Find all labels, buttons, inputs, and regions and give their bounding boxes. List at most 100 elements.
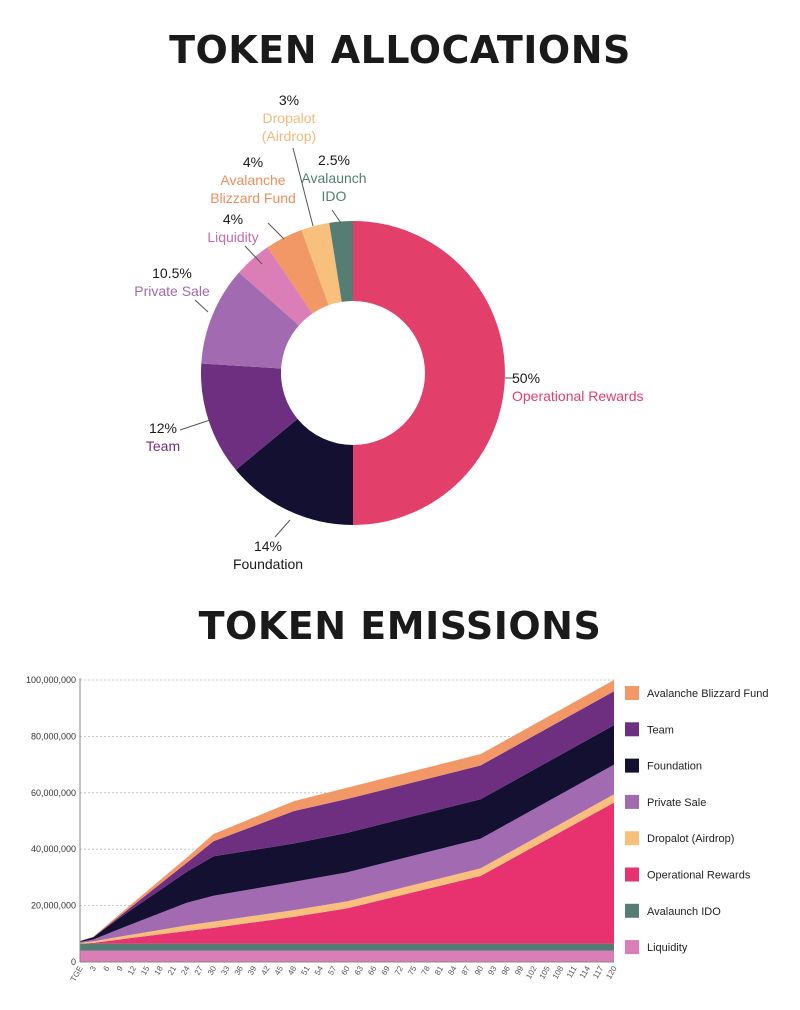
leader-line-liquidity <box>244 245 263 265</box>
x-tick-label: 69 <box>380 964 393 977</box>
slice-label-operational-rewards: Operational Rewards <box>512 388 644 404</box>
slice-pct-avalanche-blizzard-fund: 4% <box>243 154 263 170</box>
x-tick-label: 75 <box>406 964 419 977</box>
slice-label-private-sale: Private Sale <box>134 283 210 299</box>
y-tick-label: 40,000,000 <box>31 844 76 854</box>
slice-label-foundation: Foundation <box>233 556 303 572</box>
slice-pct-avalaunch-ido: 2.5% <box>318 152 350 168</box>
x-tick-label: 81 <box>433 964 446 977</box>
slice-pct-team: 12% <box>149 420 177 436</box>
x-tick-label: 36 <box>233 964 246 977</box>
slice-liquidity <box>238 247 313 326</box>
x-tick-label: 21 <box>166 964 179 977</box>
legend-label-dropalot-airdrop: Dropalot (Airdrop) <box>647 833 734 845</box>
slice-label-dropalot-airdrop: (Airdrop) <box>262 128 316 144</box>
x-tick-label: 24 <box>179 964 192 977</box>
x-tick-label: 12 <box>126 964 139 977</box>
x-tick-label: 30 <box>206 964 219 977</box>
x-tick-label: 51 <box>299 964 312 977</box>
slice-label-liquidity: Liquidity <box>207 229 258 245</box>
x-tick-label: 27 <box>193 964 206 977</box>
slice-pct-liquidity: 4% <box>223 211 243 227</box>
slice-pct-foundation: 14% <box>254 538 282 554</box>
slice-avalaunch-ido <box>329 221 353 302</box>
slice-pct-operational-rewards: 50% <box>512 370 540 386</box>
leader-line-foundation <box>274 519 291 538</box>
y-tick-label: 100,000,000 <box>26 675 76 685</box>
x-tick-label: 60 <box>339 964 352 977</box>
slice-label-avalanche-blizzard-fund: Avalanche <box>220 172 285 188</box>
x-tick-label: 18 <box>153 964 166 977</box>
x-tick-label: 111 <box>565 964 579 980</box>
slice-team <box>201 363 298 470</box>
x-tick-label: 90 <box>473 964 486 977</box>
x-tick-label: 57 <box>326 964 339 977</box>
x-tick-label: 54 <box>313 964 326 977</box>
legend-swatch-dropalot-airdrop <box>625 831 639 846</box>
x-tick-label: 42 <box>259 964 272 977</box>
x-tick-label: 108 <box>551 964 566 981</box>
x-tick-label: 39 <box>246 964 259 977</box>
leader-line-dropalot-airdrop <box>292 147 314 227</box>
slice-pct-dropalot-airdrop: 3% <box>279 92 299 108</box>
x-tick-label: 84 <box>446 964 459 977</box>
y-tick-label: 0 <box>71 957 76 967</box>
slice-label-avalanche-blizzard-fund: Blizzard Fund <box>210 190 296 206</box>
legend-swatch-operational-rewards <box>625 867 639 882</box>
area-foundation <box>80 725 614 942</box>
leader-line-avalaunch-ido <box>331 209 342 224</box>
area-team <box>80 691 614 942</box>
legend-label-avalanche-blizzard-fund: Avalanche Blizzard Fund <box>647 688 768 700</box>
x-tick-label: 78 <box>420 964 433 977</box>
legend-swatch-team <box>625 722 639 737</box>
x-tick-label: 120 <box>604 964 619 981</box>
x-tick-label: 96 <box>500 964 513 977</box>
area-operational-rewards <box>80 802 614 944</box>
x-tick-label: 114 <box>578 964 592 980</box>
slice-label-dropalot-airdrop: Dropalot <box>263 110 316 126</box>
slice-label-avalaunch-ido: IDO <box>322 188 347 204</box>
legend-swatch-avalanche-blizzard-fund <box>625 686 639 700</box>
slice-dropalot-airdrop <box>301 222 342 306</box>
x-tick-label: 105 <box>538 964 553 981</box>
x-tick-label: 66 <box>366 964 379 977</box>
legend-label-team: Team <box>647 724 674 736</box>
x-tick-label: 102 <box>524 964 539 981</box>
x-tick-label: 45 <box>273 964 286 977</box>
x-tick-label: 99 <box>513 964 526 977</box>
x-tick-label: 15 <box>139 964 152 977</box>
x-tick-label: 63 <box>353 964 366 977</box>
x-tick-label: 33 <box>219 964 232 977</box>
x-tick-label: 93 <box>486 964 499 977</box>
y-tick-label: 20,000,000 <box>31 901 76 911</box>
x-tick-label: 48 <box>286 964 299 977</box>
slice-pct-private-sale: 10.5% <box>152 265 192 281</box>
legend-swatch-avalaunch-ido <box>625 903 639 918</box>
slice-label-team: Team <box>146 438 180 454</box>
y-tick-label: 80,000,000 <box>31 731 76 741</box>
legend-swatch-liquidity <box>625 940 639 955</box>
leader-line-team <box>179 419 211 431</box>
emissions-title: TOKEN EMISSIONS <box>198 604 602 648</box>
slice-label-avalaunch-ido: Avalaunch <box>301 170 366 186</box>
legend-label-private-sale: Private Sale <box>647 797 706 809</box>
x-tick-label: 72 <box>393 964 406 977</box>
legend-label-foundation: Foundation <box>647 761 702 773</box>
area-avalaunch-ido <box>80 943 614 951</box>
allocations-title: TOKEN ALLOCATIONS <box>169 28 631 72</box>
slice-foundation <box>235 418 353 525</box>
area-private-sale <box>80 764 614 943</box>
area-liquidity <box>80 950 614 962</box>
legend-swatch-foundation <box>625 758 639 773</box>
x-tick-label: 9 <box>115 964 125 973</box>
x-tick-label: TGE <box>69 965 85 984</box>
slice-operational-rewards <box>353 221 505 525</box>
legend-label-liquidity: Liquidity <box>647 942 688 954</box>
x-tick-label: 87 <box>460 964 473 977</box>
leader-line-private-sale <box>194 299 209 313</box>
y-tick-label: 60,000,000 <box>31 788 76 798</box>
x-tick-label: 117 <box>591 964 605 980</box>
leader-line-avalanche-blizzard-fund <box>267 222 285 240</box>
x-tick-label: 6 <box>101 964 111 973</box>
